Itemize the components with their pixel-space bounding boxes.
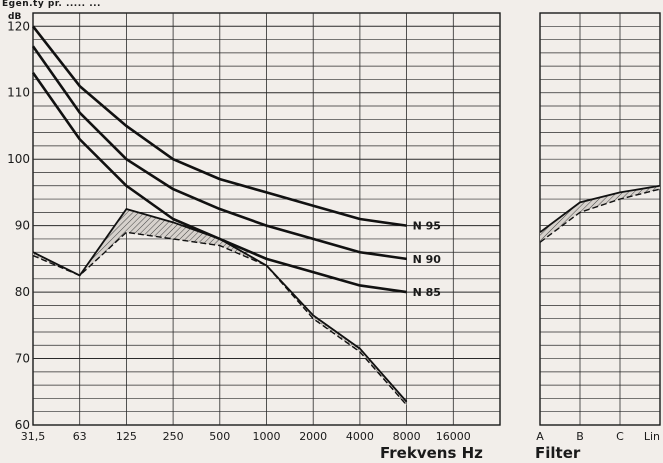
y-tick-label: 120 [7, 19, 30, 33]
series-line [31, 45, 407, 261]
x-tick-label: 250 [163, 430, 184, 443]
series-line [32, 231, 408, 406]
top-cropped-text: Egen.ty pr. ..... ... [2, 0, 101, 9]
x-tick-label: 8000 [393, 430, 421, 443]
x-tick-label: 63 [73, 430, 87, 443]
main-series-lines [31, 25, 408, 406]
filter-axis-title: Filter [535, 444, 581, 462]
series-line [31, 25, 407, 227]
main-x-tick-labels: 31,5 63 125 250 500 1000 2000 4000 8000 16000 [21, 430, 471, 443]
filter-grid [539, 12, 661, 426]
series-name-label: N 85 [413, 286, 441, 299]
main-frequency-chart: 60 70 80 90 100 110 120 31,5 63 125 250 500 1000 200… [7, 12, 501, 462]
x-tick-label: 125 [116, 430, 137, 443]
y-tick-label: 90 [15, 219, 30, 233]
y-tick-label: 80 [15, 285, 30, 299]
series-name-label: N 95 [413, 220, 441, 233]
x-tick-label: 500 [209, 430, 230, 443]
filter-x-tick-label: A [536, 430, 544, 443]
x-tick-label: 2000 [299, 430, 327, 443]
y-tick-label: 100 [7, 152, 30, 166]
main-series-names: N 95 N 90 N 85 [413, 220, 442, 299]
filter-series-line [539, 184, 661, 234]
x-tick-label: 16000 [436, 430, 471, 443]
filter-chart: A B C Lin Filter [535, 12, 661, 462]
x-axis-title: Frekvens Hz [380, 444, 483, 462]
filter-shaded-band [540, 185, 660, 243]
x-tick-label: 4000 [346, 430, 374, 443]
y-axis-unit-label: dB [8, 12, 21, 22]
x-tick-label: 1000 [253, 430, 281, 443]
filter-x-tick-label: Lin [644, 430, 660, 443]
filter-shaded-area [540, 185, 660, 243]
filter-x-tick-label: B [576, 430, 584, 443]
filter-series-line [539, 188, 661, 243]
series-name-label: N 90 [413, 253, 442, 266]
y-tick-label: 70 [15, 352, 30, 366]
filter-x-tick-label: C [616, 430, 624, 443]
y-tick-label: 60 [15, 418, 30, 432]
x-tick-label: 31,5 [21, 430, 46, 443]
main-y-tick-labels: 60 70 80 90 100 110 120 [7, 19, 30, 432]
filter-series-lines [539, 184, 661, 243]
y-tick-label: 110 [7, 86, 30, 100]
filter-x-tick-labels: A B C Lin [536, 430, 660, 443]
series-line [32, 208, 408, 403]
